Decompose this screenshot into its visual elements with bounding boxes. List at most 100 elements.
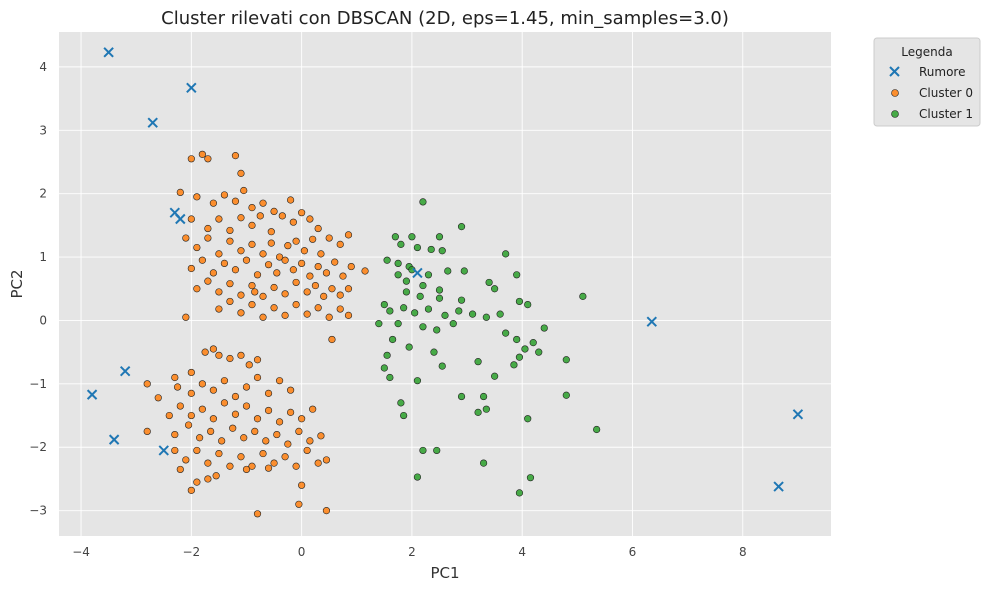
point-cluster-0 [207,427,215,435]
point-cluster-0 [204,155,212,163]
point-cluster-1 [444,267,452,275]
point-cluster-0 [204,277,212,285]
legend-item-cluster-1: Cluster 1 [891,107,973,121]
point-cluster-1 [424,271,433,279]
point-cluster-0 [193,193,201,201]
point-cluster-1 [515,297,524,306]
point-cluster-0 [237,453,245,461]
point-cluster-0 [284,242,292,250]
point-cluster-0 [328,335,336,344]
point-cluster-0 [289,218,297,226]
point-cluster-0 [287,408,295,416]
point-cluster-0 [347,262,355,271]
point-cluster-0 [309,405,317,413]
point-cluster-0 [204,234,212,242]
point-cluster-0 [314,224,322,233]
legend-label-cluster-0: Cluster 0 [919,86,973,100]
point-cluster-1 [491,372,499,380]
point-cluster-0 [281,256,289,264]
point-cluster-0 [270,207,278,216]
point-cluster-1 [449,320,457,328]
x-tick-label: 4 [518,545,526,559]
point-cluster-0 [187,155,195,163]
point-cluster-0 [259,250,267,258]
point-cluster-0 [292,237,300,245]
point-cluster-0 [248,221,256,229]
point-cluster-0 [231,410,240,418]
point-cluster-0 [245,361,253,369]
point-cluster-0 [251,288,259,296]
legend: Legenda Rumore Cluster 0 Cluster 1 [873,37,981,127]
point-cluster-1 [521,345,529,353]
point-cluster-0 [215,305,223,313]
gridlines [59,32,831,536]
point-rumore [175,213,186,225]
legend-label-rumore: Rumore [919,65,966,79]
point-cluster-1 [513,271,521,279]
point-cluster-0 [253,373,262,382]
point-cluster-1 [408,233,416,241]
point-cluster-0 [295,500,303,508]
x-tick-label: 2 [408,545,416,559]
point-cluster-0 [187,486,195,494]
point-cluster-0 [193,285,201,293]
point-cluster-1 [562,356,570,364]
point-cluster-0 [237,247,245,255]
point-rumore [158,445,169,456]
point-cluster-0 [273,430,281,439]
point-cluster-0 [267,228,275,236]
point-cluster-0 [187,215,195,223]
legend-marker-x [889,66,900,77]
point-cluster-1 [513,335,521,344]
point-cluster-0 [198,405,206,413]
y-tick-label: −1 [29,377,47,391]
point-cluster-0 [237,351,245,359]
point-cluster-1 [457,223,466,231]
y-tick-label: −3 [29,504,47,518]
x-tick-label: 0 [298,545,306,559]
x-tick-label: 8 [739,545,747,559]
point-cluster-0 [264,261,273,269]
point-cluster-0 [298,415,306,423]
point-cluster-1 [413,243,422,252]
point-cluster-0 [339,272,347,280]
point-cluster-0 [303,310,311,318]
y-tick-labels: −3 −2 −1 0 1 2 3 4 [29,60,47,518]
point-cluster-0 [264,464,273,472]
point-cluster-1 [529,339,537,347]
point-cluster-0 [253,510,262,518]
point-cluster-0 [306,272,314,280]
point-cluster-0 [259,449,267,458]
point-cluster-0 [187,264,195,273]
point-cluster-0 [322,269,331,277]
point-cluster-0 [264,389,273,397]
point-cluster-0 [298,259,306,267]
point-cluster-0 [292,462,300,470]
point-cluster-0 [336,240,344,248]
point-cluster-1 [433,446,441,455]
point-cluster-1 [482,313,490,321]
point-cluster-0 [344,231,353,239]
point-cluster-1 [394,259,402,267]
y-tick-label: 2 [39,187,47,201]
legend-title: Legenda [901,45,952,59]
point-cluster-1 [397,240,405,248]
point-cluster-1 [457,296,466,304]
point-cluster-0 [226,226,234,235]
point-cluster-0 [242,402,251,410]
y-tick-label: 0 [39,313,47,327]
point-cluster-1 [482,405,490,413]
point-rumore [773,481,784,492]
point-cluster-1 [438,247,446,255]
point-cluster-1 [435,286,444,294]
point-cluster-0 [201,348,209,356]
point-cluster-0 [176,402,184,410]
plot-background [59,32,831,536]
point-cluster-0 [176,465,184,474]
point-cluster-0 [242,383,251,391]
point-cluster-0 [220,377,229,385]
point-cluster-0 [182,234,190,242]
point-cluster-0 [259,292,267,300]
point-cluster-0 [231,392,240,401]
